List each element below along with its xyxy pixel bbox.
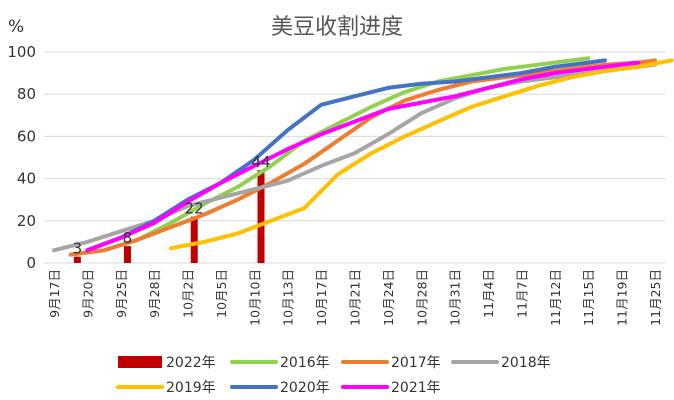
legend-label: 2017年: [391, 355, 441, 371]
x-tick-label: 11月15日: [581, 269, 596, 326]
x-tick-label: 10月24日: [381, 269, 396, 326]
x-tick-label: 9月17日: [47, 269, 62, 318]
y-tick-label: 40: [17, 170, 36, 188]
y-tick-label: 60: [17, 127, 36, 145]
x-tick-label: 10月10日: [247, 269, 262, 326]
x-tick-label: 9月20日: [80, 269, 95, 318]
x-tick-label: 9月28日: [147, 269, 162, 318]
legend: 2022年 2016年 2017年 2018年 2019年 2020年 2021年: [116, 355, 551, 396]
legend-label: 2020年: [280, 380, 330, 396]
x-tick-label: 10月31日: [448, 269, 463, 326]
x-tick-label: 10月21日: [348, 269, 363, 326]
x-tick-label: 11月12日: [548, 269, 563, 326]
x-tick-label: 10月28日: [414, 269, 429, 326]
bar: [190, 216, 198, 263]
bar-value-label: 44: [251, 153, 270, 171]
x-tick-label: 10月2日: [181, 269, 196, 318]
y-axis-ticks: 0 20 40 60 80 100: [7, 43, 36, 272]
series-line: [85, 60, 641, 253]
bar-series-2022: [73, 170, 265, 263]
x-tick-label: 11月25日: [648, 269, 663, 326]
legend-swatch: [118, 356, 162, 368]
bar-value-label: 22: [185, 200, 204, 218]
y-tick-label: 20: [17, 212, 36, 230]
y-unit-label: %: [8, 17, 24, 37]
data-labels: 3 8 22 44: [73, 153, 271, 258]
legend-label: 2019年: [166, 380, 216, 396]
bar-value-label: 3: [73, 240, 83, 258]
line-series: [52, 56, 674, 257]
series-line: [168, 58, 674, 251]
bar: [123, 246, 131, 263]
x-tick-label: 10月17日: [314, 269, 329, 326]
legend-label: 2016年: [280, 355, 330, 371]
x-tick-label: 10月5日: [214, 269, 229, 318]
legend-label: 2022年: [166, 355, 216, 371]
x-tick-label: 11月4日: [481, 269, 496, 318]
x-tick-label: 9月25日: [114, 269, 129, 318]
x-tick-label: 11月19日: [615, 269, 630, 326]
x-axis-ticks: 9月17日 9月20日 9月25日 9月28日 10月2日 10月5日 10月10日 10月1…: [47, 269, 663, 326]
y-tick-label: 80: [17, 85, 36, 103]
bar: [257, 170, 265, 263]
legend-label: 2021年: [391, 380, 441, 396]
gridlines: [44, 51, 665, 264]
x-tick-label: 11月7日: [514, 269, 529, 318]
legend-label: 2018年: [501, 355, 551, 371]
bar: [73, 256, 81, 263]
series-line: [102, 56, 591, 253]
bar-value-label: 8: [123, 229, 133, 247]
y-tick-label: 0: [26, 254, 36, 272]
chart-title: 美豆收割进度: [271, 15, 403, 40]
y-tick-label: 100: [7, 43, 36, 61]
series-line: [52, 62, 657, 253]
x-tick-label: 10月13日: [281, 269, 296, 326]
